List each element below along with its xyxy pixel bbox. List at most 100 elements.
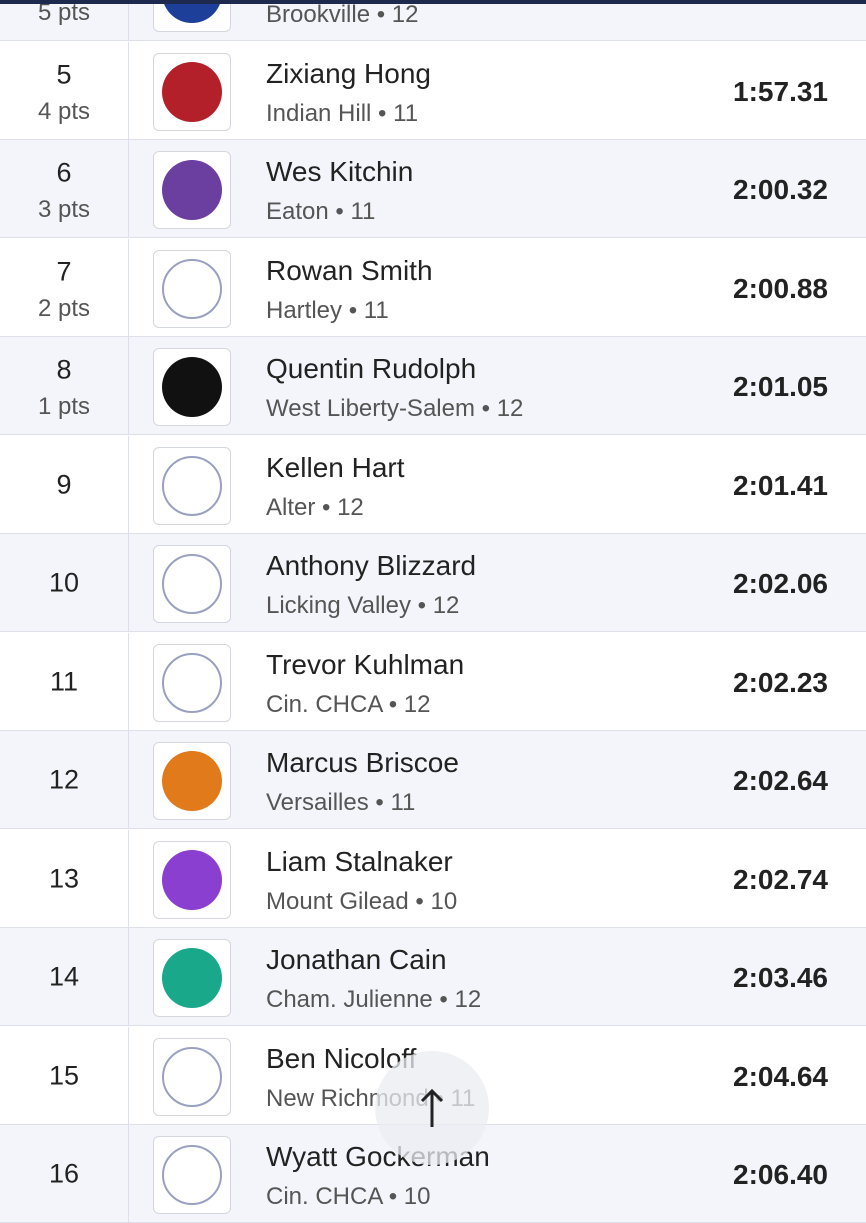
school-logo xyxy=(153,840,231,919)
school-grade: Alter • 12 xyxy=(266,493,364,521)
school-logo xyxy=(153,939,231,1017)
finish-time: 2:02.74 xyxy=(733,863,828,895)
school-grade: Versailles • 11 xyxy=(266,789,416,816)
result-row[interactable]: 6 3 pts Wes Kitchin Eaton • 11 2:00.32 xyxy=(0,140,866,238)
logo-mark xyxy=(162,357,222,417)
divider xyxy=(128,140,129,237)
school-grade: Licking Valley • 12 xyxy=(266,592,460,619)
result-row[interactable]: 13 Liam Stalnaker Mount Gilead • 10 2:02.74 xyxy=(0,829,866,928)
logo-mark xyxy=(162,1145,222,1205)
finish-time: 2:02.23 xyxy=(733,666,828,698)
school-logo xyxy=(153,249,231,328)
top-bar xyxy=(0,0,866,4)
points: 5 pts xyxy=(37,0,91,26)
arrow-icon xyxy=(420,1088,444,1127)
school-logo xyxy=(153,742,231,820)
divider xyxy=(128,0,129,40)
divider xyxy=(128,238,129,336)
place: 11 xyxy=(49,666,79,696)
athlete-name[interactable]: Marcus Briscoe xyxy=(266,747,459,778)
place: 15 xyxy=(48,1060,80,1090)
result-row[interactable]: 14 Jonathan Cain Cham. Julienne • 12 2:03.4… xyxy=(0,928,866,1026)
divider xyxy=(128,928,129,1025)
result-row[interactable]: 5 4 pts Zixiang Hong Indian Hill • 11 1:57.3… xyxy=(0,41,866,140)
result-row[interactable]: 9 Kellen Hart Alter • 12 2:01.41 xyxy=(0,435,866,534)
logo-mark xyxy=(162,751,222,811)
place: 12 xyxy=(48,764,80,795)
school-grade: West Liberty-Salem • 12 xyxy=(266,395,524,422)
school-grade: Cin. CHCA • 10 xyxy=(266,1183,431,1210)
logo-mark xyxy=(162,455,222,516)
finish-time: 2:02.64 xyxy=(733,765,828,796)
athlete-name[interactable]: Kellen Hart xyxy=(266,451,405,483)
school-logo xyxy=(153,0,231,32)
place: 14 xyxy=(48,961,80,992)
school-logo xyxy=(153,348,231,426)
school-grade: Cham. Julienne • 12 xyxy=(266,986,482,1013)
divider xyxy=(128,1125,129,1222)
divider xyxy=(128,829,129,927)
divider xyxy=(128,41,129,139)
divider xyxy=(128,534,129,631)
finish-time: 2:02.06 xyxy=(733,568,828,599)
finish-time: 2:00.32 xyxy=(733,174,828,205)
school-logo xyxy=(153,545,231,623)
logo-mark xyxy=(162,258,222,319)
school-grade: Indian Hill • 11 xyxy=(266,99,419,127)
place: 8 xyxy=(56,354,72,385)
school-logo xyxy=(153,446,231,525)
place: 13 xyxy=(48,863,80,893)
place: 9 xyxy=(56,469,72,499)
result-row[interactable]: 5 pts Brookville • 12 xyxy=(0,0,866,41)
place: 6 xyxy=(56,157,72,188)
logo-mark xyxy=(162,1046,222,1107)
athlete-name[interactable]: Rowan Smith xyxy=(266,254,433,286)
divider xyxy=(128,731,129,828)
finish-time: 2:01.05 xyxy=(733,371,828,402)
scroll-top-button[interactable] xyxy=(375,1051,489,1165)
finish-time: 2:06.40 xyxy=(733,1159,828,1190)
divider xyxy=(128,1026,129,1124)
place: 7 xyxy=(56,256,72,286)
place: 16 xyxy=(48,1158,80,1189)
points: 3 pts xyxy=(37,196,91,223)
athlete-name[interactable]: Zixiang Hong xyxy=(266,57,431,89)
school-logo xyxy=(153,1037,231,1116)
finish-time: 1:57.31 xyxy=(733,75,828,107)
result-row[interactable]: 8 1 pts Quentin Rudolph West Liberty-Salem … xyxy=(0,337,866,435)
logo-mark xyxy=(162,849,222,910)
result-row[interactable]: 11 Trevor Kuhlman Cin. CHCA • 12 2:02.23 xyxy=(0,632,866,731)
result-row[interactable]: 7 2 pts Rowan Smith Hartley • 11 2:00.88 xyxy=(0,238,866,337)
school-grade: Hartley • 11 xyxy=(266,296,389,324)
logo-mark xyxy=(162,0,222,23)
school-logo xyxy=(153,643,231,722)
school-logo xyxy=(153,1136,231,1214)
school-grade: Brookville • 12 xyxy=(266,1,419,28)
place: 5 xyxy=(56,59,72,89)
result-row[interactable]: 10 Anthony Blizzard Licking Valley • 12 2:0… xyxy=(0,534,866,632)
result-row[interactable]: 12 Marcus Briscoe Versailles • 11 2:02.64 xyxy=(0,731,866,829)
finish-time: 2:01.41 xyxy=(733,469,828,501)
athlete-name[interactable]: Trevor Kuhlman xyxy=(266,648,465,680)
points: 1 pts xyxy=(37,393,91,420)
divider xyxy=(128,632,129,730)
athlete-name[interactable]: Quentin Rudolph xyxy=(266,353,477,384)
school-grade: Mount Gilead • 10 xyxy=(266,887,458,915)
athlete-name[interactable]: Anthony Blizzard xyxy=(266,550,477,581)
athlete-name[interactable]: Liam Stalnaker xyxy=(266,845,453,877)
school-logo xyxy=(153,52,231,131)
divider xyxy=(128,337,129,434)
school-grade: Eaton • 11 xyxy=(266,198,376,225)
points: 4 pts xyxy=(37,97,91,125)
finish-time: 2:03.46 xyxy=(733,962,828,993)
school-grade: Cin. CHCA • 12 xyxy=(266,690,431,718)
logo-mark xyxy=(162,61,222,122)
school-logo xyxy=(153,151,231,229)
athlete-name[interactable]: Jonathan Cain xyxy=(266,944,447,975)
logo-mark xyxy=(162,554,222,614)
finish-time: 2:04.64 xyxy=(733,1060,828,1092)
logo-mark xyxy=(162,160,222,220)
divider xyxy=(128,435,129,533)
athlete-name[interactable]: Wes Kitchin xyxy=(266,156,414,187)
